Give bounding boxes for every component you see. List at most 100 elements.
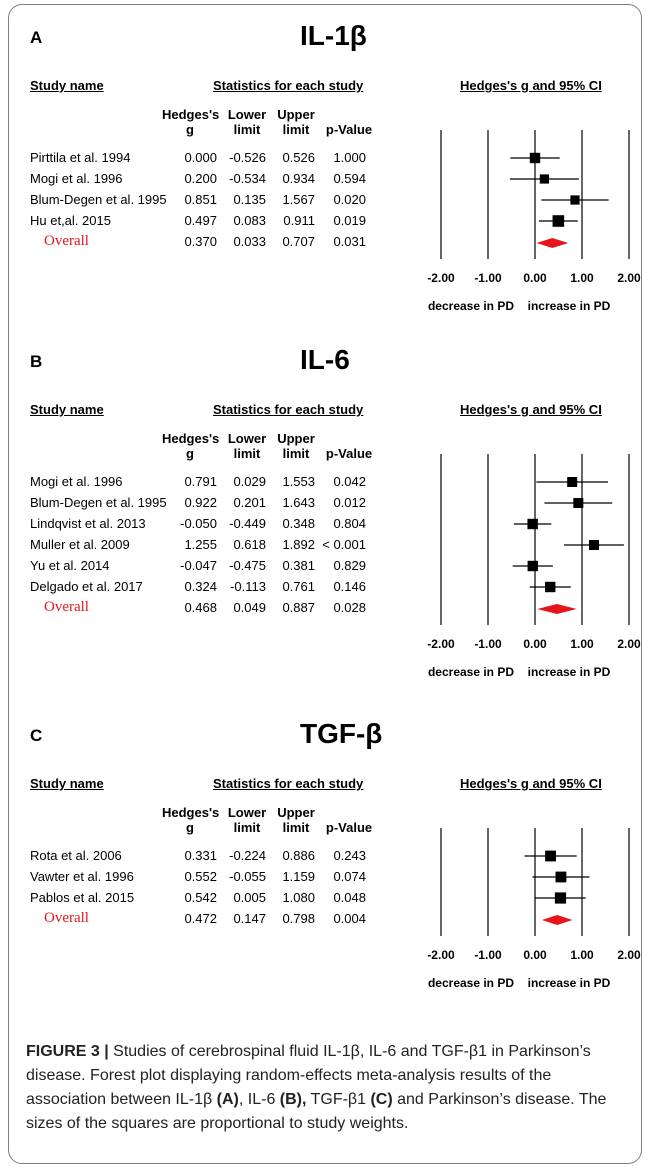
study-marker <box>552 215 565 227</box>
figure-caption: FIGURE 3 | Studies of cerebrospinal flui… <box>26 1040 626 1136</box>
stat-upper: 1.892 <box>282 537 315 552</box>
stat-g: 0.922 <box>184 495 217 510</box>
x-tick-label: -2.00 <box>427 948 455 962</box>
stat-upper: 0.911 <box>283 213 315 228</box>
study-marker <box>588 540 599 550</box>
study-name: Blum-Degen et al. 1995 <box>30 495 167 510</box>
stat-lower: -0.534 <box>229 171 266 186</box>
forest-plot: -2.00 -1.00 0.00 1.00 2.00 decrease in PD incr… <box>427 828 641 990</box>
stat-g: 0.497 <box>184 213 217 228</box>
statistics-header: Statistics for each study <box>213 776 364 791</box>
study-name: Mogi et al. 1996 <box>30 474 123 489</box>
stat-p: 0.019 <box>333 213 366 228</box>
stat-g: -0.050 <box>180 516 217 531</box>
x-tick-label: 0.00 <box>523 637 547 651</box>
stat-lower: -0.224 <box>229 848 266 863</box>
stat-g: 0.851 <box>184 192 217 207</box>
column-header-pvalue: p-Value <box>325 446 373 461</box>
x-tick-label: 2.00 <box>617 271 641 285</box>
stat-lower: 0.618 <box>233 537 266 552</box>
column-header-lower: Lower limit <box>227 805 267 835</box>
caption-label: FIGURE 3 | <box>26 1043 109 1060</box>
stat-p: < 0.001 <box>322 537 366 552</box>
column-header-pvalue: p-Value <box>325 122 373 137</box>
stat-lower: 0.083 <box>233 213 266 228</box>
direction-label-decrease: decrease in PD <box>428 665 514 679</box>
figure-frame <box>8 4 642 1164</box>
stat-lower: 0.135 <box>233 192 266 207</box>
column-header-upper: Upper limit <box>277 107 315 137</box>
stat-p: 0.031 <box>333 234 366 249</box>
overall-label: Overall <box>44 910 89 926</box>
caption-ref-a: (A) <box>216 1091 239 1108</box>
caption-text: and Parkinson’s disease. The sizes of th… <box>26 1091 607 1132</box>
overall-diamond <box>537 604 577 614</box>
stat-upper: 0.707 <box>282 234 315 249</box>
statistics-header: Statistics for each study <box>213 402 364 417</box>
stat-p: 0.020 <box>333 192 366 207</box>
stat-p: 0.829 <box>333 558 366 573</box>
ci-header: Hedges's g and 95% CI <box>460 402 602 417</box>
caption-text: Studies of cerebrospinal fluid IL-1β, IL… <box>26 1043 591 1108</box>
stat-p: 0.243 <box>333 848 366 863</box>
stat-p: 0.012 <box>333 495 366 510</box>
study-name: Vawter et al. 1996 <box>30 869 134 884</box>
stat-upper: 0.798 <box>282 911 315 926</box>
study-marker <box>555 871 567 883</box>
stat-upper: 0.886 <box>282 848 315 863</box>
stat-p: 0.804 <box>333 516 366 531</box>
study-marker <box>573 498 584 508</box>
stat-lower: -0.113 <box>230 579 266 594</box>
column-header-pvalue: p-Value <box>325 820 373 835</box>
stat-upper: 1.159 <box>282 869 315 884</box>
stat-g: 0.552 <box>184 869 217 884</box>
x-tick-label: -2.00 <box>427 637 455 651</box>
panel-letter: C <box>30 726 43 745</box>
study-marker <box>527 560 538 572</box>
panel-title: IL-6 <box>300 344 350 375</box>
column-header-upper: Upper limit <box>277 431 315 461</box>
direction-label-decrease: decrease in PD <box>428 976 514 990</box>
stat-g: 0.791 <box>184 474 217 489</box>
stat-g: 0.324 <box>184 579 217 594</box>
stat-lower: 0.029 <box>233 474 266 489</box>
study-name-header: Study name <box>30 78 104 93</box>
overall-label: Overall <box>44 233 89 249</box>
study-marker <box>545 850 556 862</box>
stat-p: 0.042 <box>333 474 366 489</box>
direction-label-increase: increase in PD <box>528 665 611 679</box>
study-marker <box>567 477 578 487</box>
direction-label-increase: increase in PD <box>528 976 611 990</box>
stat-p: 0.048 <box>333 890 366 905</box>
stat-g: 0.000 <box>184 150 217 165</box>
study-name: Delgado et al. 2017 <box>30 579 143 594</box>
x-tick-label: 1.00 <box>570 637 594 651</box>
stat-g: 1.255 <box>184 537 217 552</box>
column-header-hedges: Hedges's g <box>162 805 220 835</box>
stat-g: 0.331 <box>184 848 217 863</box>
column-header-hedges: Hedges's g <box>162 431 220 461</box>
study-marker <box>554 892 567 904</box>
x-tick-label: 0.00 <box>523 271 547 285</box>
direction-label-decrease: decrease in PD <box>428 299 514 313</box>
study-name: Muller et al. 2009 <box>30 537 130 552</box>
stat-p: 0.146 <box>333 579 366 594</box>
x-tick-label: -2.00 <box>427 271 455 285</box>
stat-lower: -0.475 <box>229 558 266 573</box>
stat-upper: 1.567 <box>282 192 315 207</box>
stat-lower: 0.033 <box>233 234 266 249</box>
ci-header: Hedges's g and 95% CI <box>460 78 602 93</box>
study-name-header: Study name <box>30 402 104 417</box>
stat-upper: 0.887 <box>282 600 315 615</box>
study-name: Rota et al. 2006 <box>30 848 122 863</box>
forest-plot: -2.00 -1.00 0.00 1.00 2.00 decrease in PD incr… <box>427 130 641 313</box>
study-name: Lindqvist et al. 2013 <box>30 516 146 531</box>
forest-plot: -2.00 -1.00 0.00 1.00 2.00 decrease in PD incr… <box>427 454 641 679</box>
study-marker <box>570 195 580 205</box>
caption-text: , IL-6 <box>238 1091 280 1108</box>
x-tick-label: 2.00 <box>617 637 641 651</box>
stat-upper: 0.934 <box>282 171 315 186</box>
stat-lower: 0.147 <box>233 911 266 926</box>
stat-lower: 0.049 <box>233 600 266 615</box>
stat-upper: 1.643 <box>282 495 315 510</box>
